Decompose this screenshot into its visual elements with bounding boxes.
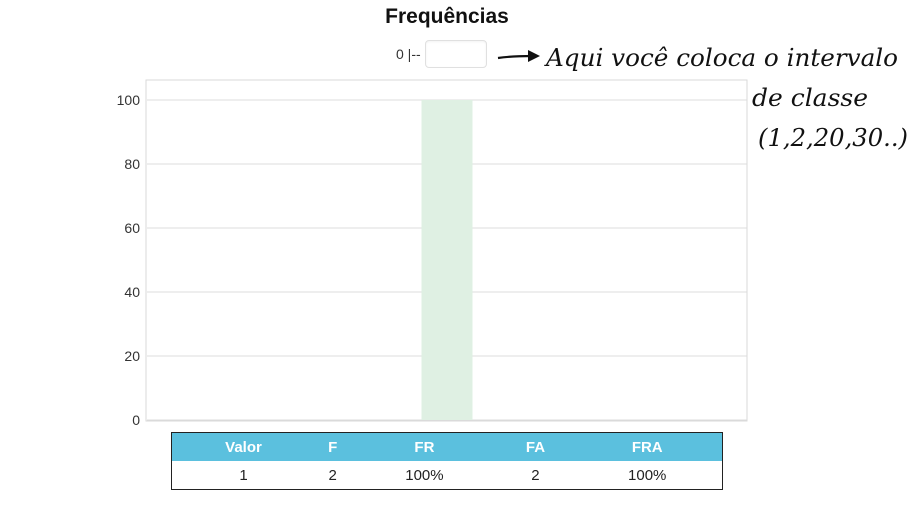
frequency-table: Valor F FR FA FRA 1 2 100% 2 100%: [171, 432, 723, 490]
interval-prefix: 0 |--: [396, 46, 421, 62]
header-valor: Valor: [171, 432, 315, 461]
frequency-chart: 0 20 40 60 80 100: [117, 79, 748, 428]
interval-control: 0 |--: [396, 38, 487, 70]
header-f: F: [315, 432, 351, 461]
y-tick-label: 60: [124, 220, 140, 236]
bar: [421, 100, 473, 420]
table-row: 1 2 100% 2 100%: [171, 461, 723, 490]
y-tick-label: 80: [124, 156, 140, 172]
cell-fr: 100%: [350, 461, 499, 490]
header-fa: FA: [498, 432, 573, 461]
y-axis-ticks: 0 20 40 60 80 100: [117, 92, 141, 428]
cell-valor: 1: [171, 461, 315, 490]
bars: [421, 100, 473, 420]
cell-fra: 100%: [572, 461, 723, 490]
annotation-line-1: Aqui você coloca o intervalo: [544, 44, 898, 72]
annotation-line-2: de classe: [752, 84, 868, 112]
y-tick-label: 40: [124, 284, 140, 300]
cell-f: 2: [315, 461, 351, 490]
arrow-right-icon: [497, 50, 540, 62]
interval-input[interactable]: [424, 40, 487, 68]
header-fra: FRA: [572, 432, 723, 461]
annotation-line-3: (1,2,20,30..): [758, 124, 908, 152]
header-fr: FR: [350, 432, 499, 461]
y-tick-label: 0: [132, 412, 140, 428]
handwritten-annotation: Aqui você coloca o intervalo de classe (…: [497, 44, 908, 152]
page-title: Frequências: [385, 5, 509, 28]
y-tick-label: 100: [117, 92, 141, 108]
y-tick-label: 20: [124, 348, 140, 364]
table-header-row: Valor F FR FA FRA: [171, 432, 723, 461]
cell-fa: 2: [498, 461, 573, 490]
